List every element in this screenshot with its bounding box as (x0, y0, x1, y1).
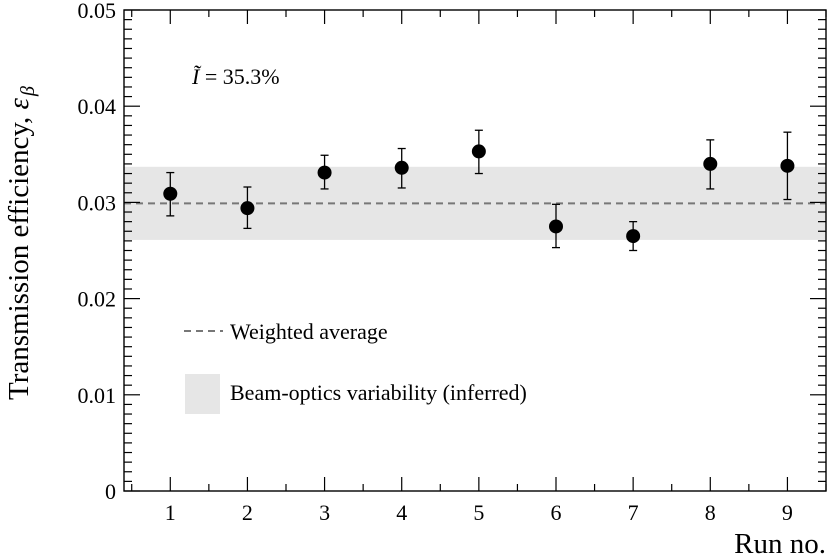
x-tick-label: 7 (628, 500, 639, 525)
data-points (163, 129, 795, 252)
x-tick-label: 3 (319, 500, 330, 525)
data-point-group (240, 186, 255, 230)
data-point (780, 158, 795, 173)
data-point (549, 219, 563, 234)
annotation-text: = 35.3% (199, 64, 279, 89)
y-axis-title-subscript: β (17, 86, 39, 97)
data-point (163, 186, 178, 201)
legend-band-swatch (185, 374, 220, 414)
data-point (317, 165, 332, 180)
data-point-group (626, 220, 641, 252)
data-point-group (394, 147, 409, 189)
data-point (703, 156, 718, 171)
x-tick-label: 8 (705, 500, 716, 525)
x-tick-label: 5 (473, 500, 484, 525)
data-point-group (317, 154, 332, 190)
y-tick-label: 0.01 (78, 383, 117, 408)
data-point-group (549, 203, 563, 249)
annotation-symbol: Ĩ (191, 64, 202, 89)
y-axis-title-symbol: ε (3, 97, 35, 109)
y-axis-title-text: Transmission efficiency, (3, 109, 35, 400)
y-tick-label: 0.03 (78, 190, 117, 215)
x-axis-title: Run no. (734, 528, 826, 559)
x-tick-label: 1 (165, 500, 176, 525)
x-tick-label: 4 (396, 500, 407, 525)
legend: Weighted average Beam-optics variability… (184, 319, 527, 414)
plot-frame (123, 9, 827, 492)
data-point-group (703, 139, 718, 190)
y-axis-title: Transmission efficiency, εβ (3, 86, 39, 400)
data-point-group (471, 129, 486, 175)
intensity-annotation: Ĩ = 35.3% (191, 64, 280, 89)
data-point (471, 144, 486, 159)
x-axis-ticks: 1 2 3 4 5 6 7 8 9 (131, 10, 827, 525)
legend-label-average: Weighted average (230, 319, 388, 344)
y-axis-ticks: 0 0.01 0.02 0.03 0.04 0.05 (78, 0, 826, 504)
x-tick-label: 9 (782, 500, 793, 525)
legend-label-band: Beam-optics variability (inferred) (230, 380, 527, 405)
y-tick-label: 0.04 (78, 94, 117, 119)
data-point (626, 229, 641, 244)
y-tick-label: 0.02 (78, 287, 117, 312)
y-tick-label: 0.05 (78, 0, 117, 23)
y-tick-label: 0 (105, 479, 116, 504)
data-point-group (780, 131, 795, 201)
data-point (394, 160, 409, 175)
x-tick-label: 2 (242, 500, 253, 525)
x-tick-label: 6 (551, 500, 562, 525)
data-point-group (163, 171, 178, 217)
data-point (240, 201, 255, 216)
